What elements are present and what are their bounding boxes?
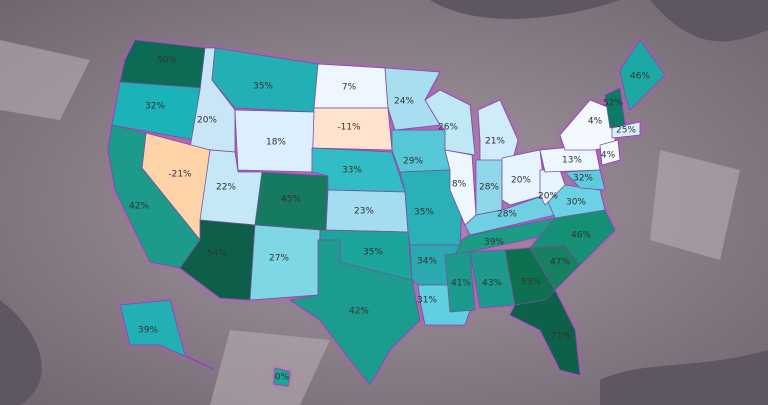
- state-label: 23%: [354, 207, 374, 217]
- state-label: 34%: [417, 257, 437, 267]
- state-shape: [119, 299, 216, 371]
- state-label: 4%: [601, 151, 616, 161]
- state-label: 32%: [573, 174, 593, 184]
- state-label: 39%: [484, 238, 504, 248]
- state-label: 53%: [521, 278, 541, 288]
- state-label: 24%: [394, 97, 414, 107]
- state-label: 45%: [281, 195, 301, 205]
- state-label: 33%: [342, 166, 362, 176]
- state-label: 30%: [566, 198, 586, 208]
- state-label: 46%: [571, 231, 591, 241]
- state-label: -21%: [168, 170, 192, 180]
- state-label: 21%: [485, 137, 505, 147]
- state-label: 54%: [207, 249, 227, 259]
- state-label: 39%: [138, 326, 158, 336]
- state-label: 22%: [216, 183, 236, 193]
- state-label: 28%: [479, 183, 499, 193]
- state-shape: [289, 239, 421, 386]
- state-shape: [444, 251, 476, 313]
- state-shape: [619, 39, 666, 111]
- state-label: 42%: [129, 202, 149, 212]
- state-label: 0%: [275, 373, 290, 383]
- state-label: 46%: [630, 72, 650, 82]
- state-label: 25%: [616, 126, 636, 136]
- state-label: 18%: [266, 138, 286, 148]
- state-label: 32%: [145, 102, 165, 112]
- state-label: 8%: [452, 180, 467, 190]
- state-label: 13%: [562, 156, 582, 166]
- state-shape: [501, 149, 546, 206]
- state-label: 27%: [269, 254, 289, 264]
- state-label: 52%: [603, 99, 623, 109]
- state-label: 20%: [511, 176, 531, 186]
- state-label: 31%: [417, 296, 437, 306]
- state-shape: [599, 139, 621, 166]
- state-label: 28%: [497, 210, 517, 220]
- state-shape: [611, 121, 641, 139]
- state-label: 20%: [197, 116, 217, 126]
- state-shape: [273, 367, 291, 387]
- states: 50% 32% 20% 35% 7% -11% 18% -21% 42% 22% 45% 54% 27%…: [107, 39, 666, 387]
- state-label: 71%: [551, 332, 571, 342]
- state-label: 35%: [253, 82, 273, 92]
- state-shape: [564, 169, 606, 191]
- state-label: 35%: [414, 208, 434, 218]
- state-label: 42%: [349, 307, 369, 317]
- state-label: 35%: [363, 248, 383, 258]
- state-label: 7%: [342, 83, 357, 93]
- state-label: -11%: [337, 123, 361, 133]
- state-label: 26%: [438, 123, 458, 133]
- land-texture: [0, 40, 740, 405]
- state-label: 20%: [538, 192, 558, 202]
- state-label: 4%: [588, 117, 603, 127]
- state-shape: [211, 47, 319, 113]
- state-label: 29%: [403, 157, 423, 167]
- state-label: 50%: [157, 56, 177, 66]
- state-label: 43%: [482, 279, 502, 289]
- state-shape: [509, 289, 581, 376]
- state-label: 41%: [451, 279, 471, 289]
- state-label: 47%: [550, 258, 570, 268]
